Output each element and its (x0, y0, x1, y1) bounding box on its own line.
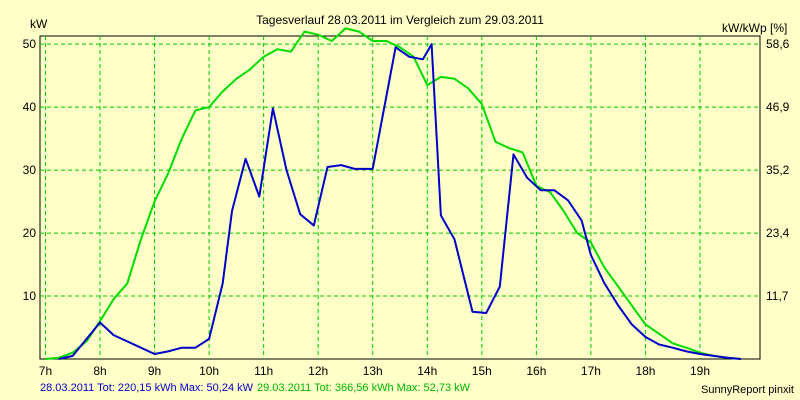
y-axis-left-ticks: 10 20 30 40 50 (23, 37, 37, 303)
legend-entry-28-03: 28.03.2011 Tot: 220,15 kWh Max: 50,24 kW (40, 382, 253, 394)
x-tick-label: 11h (254, 364, 273, 378)
x-tick-label: 12h (308, 364, 328, 378)
y-right-tick-label: 11,7 (766, 289, 789, 303)
credit-text: SunnyReport pinxit (701, 384, 794, 396)
x-tick-label: 16h (526, 364, 546, 378)
y-right-tick-label: 46,9 (766, 100, 790, 114)
chart-title: Tagesverlauf 28.03.2011 im Vergleich zum… (256, 13, 544, 27)
grid-lines (40, 36, 760, 359)
y-right-tick-label: 23,4 (766, 226, 790, 240)
y-left-tick-label: 50 (23, 37, 37, 51)
x-tick-label: 7h (39, 364, 52, 378)
y-axis-right-label: kW/kWp [%] (722, 21, 787, 35)
x-tick-label: 17h (581, 364, 601, 378)
y-left-tick-label: 10 (23, 289, 37, 303)
x-tick-label: 8h (93, 364, 106, 378)
y-right-tick-label: 35,2 (766, 163, 790, 177)
plot-frame (39, 35, 761, 360)
x-tick-label: 19h (690, 364, 710, 378)
plot-area (39, 35, 761, 360)
x-tick-label: 14h (417, 364, 437, 378)
y-left-tick-label: 30 (23, 163, 37, 177)
y-right-tick-label: 58,6 (766, 37, 790, 51)
series-line-29-03-2011 (45, 27, 741, 360)
y-axis-left-label: kW (30, 17, 48, 31)
series-lines (45, 27, 741, 360)
x-tick-label: 15h (472, 364, 492, 378)
y-left-tick-label: 20 (23, 226, 37, 240)
x-axis-ticks: 7h 8h 9h 10h 11h 12h 13h 14h 15h 16h 17h 18h 19h (39, 364, 710, 378)
x-tick-label: 10h (199, 364, 219, 378)
y-axis-right-ticks: 11,7 23,4 35,2 46,9 58,6 (766, 37, 790, 303)
y-left-tick-label: 40 (23, 100, 37, 114)
x-tick-label: 13h (363, 364, 383, 378)
series-line-28-03-2011 (58, 43, 741, 360)
x-tick-label: 9h (148, 364, 161, 378)
legend-entry-29-03: 29.03.2011 Tot: 366,56 kWh Max: 52,73 kW (257, 382, 470, 394)
x-tick-label: 18h (635, 364, 655, 378)
legend: 28.03.2011 Tot: 220,15 kWh Max: 50,24 kW… (40, 382, 474, 394)
